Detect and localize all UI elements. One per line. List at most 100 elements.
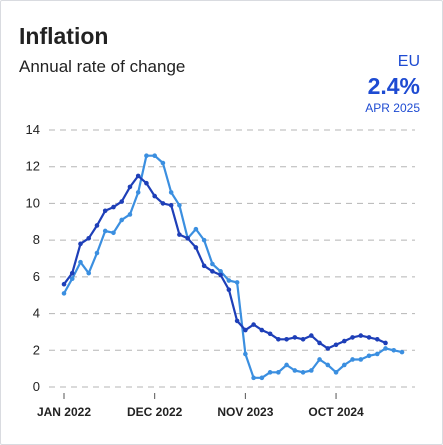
data-point-light <box>111 230 116 236</box>
chart-subtitle: Annual rate of change <box>19 57 186 76</box>
data-point-dark <box>61 281 67 287</box>
data-point-light <box>127 212 133 217</box>
data-point-light <box>366 353 372 359</box>
data-point-dark <box>325 346 331 351</box>
data-point-light <box>119 217 125 223</box>
data-point-dark <box>94 223 100 228</box>
data-point-dark <box>350 335 355 340</box>
data-point-light <box>243 351 248 357</box>
data-point-dark <box>152 193 157 199</box>
data-point-light <box>177 202 182 208</box>
data-point-light <box>86 270 92 276</box>
y-tick-label: 8 <box>33 232 40 247</box>
data-point-light <box>61 291 67 296</box>
data-point-dark <box>276 336 281 342</box>
data-point-dark <box>168 202 174 208</box>
data-point-dark <box>317 340 322 346</box>
data-point-dark <box>218 272 223 278</box>
data-point-dark <box>193 245 199 250</box>
data-point-dark <box>374 336 380 342</box>
x-tick-label: JAN 2022 <box>37 405 91 419</box>
data-point-light <box>144 153 149 158</box>
data-point-light <box>226 278 232 283</box>
data-point-dark <box>234 318 240 324</box>
latest-period: APR 2025 <box>365 101 420 115</box>
data-point-light <box>168 190 174 195</box>
data-point-dark <box>185 236 190 241</box>
data-point-light <box>193 226 199 232</box>
data-point-light <box>78 259 83 265</box>
data-point-light <box>325 362 331 368</box>
data-point-dark <box>341 338 347 344</box>
region-label: EU <box>397 53 420 70</box>
data-point-light <box>309 368 314 373</box>
data-point-light <box>201 237 207 243</box>
data-point-light <box>358 357 364 362</box>
data-point-dark <box>177 232 182 237</box>
data-point-dark <box>86 236 92 241</box>
data-point-light <box>284 362 289 368</box>
data-point-light <box>374 351 380 357</box>
y-tick-label: 10 <box>26 195 40 210</box>
data-point-dark <box>383 340 388 346</box>
data-point-dark <box>358 333 364 338</box>
data-point-light <box>218 269 223 274</box>
data-point-light <box>276 370 281 375</box>
data-point-light <box>102 228 108 234</box>
data-point-dark <box>300 336 306 342</box>
data-point-dark <box>292 335 298 340</box>
x-tick-label: DEC 2022 <box>127 405 183 419</box>
data-point-light <box>292 368 298 373</box>
data-point-dark <box>160 201 166 206</box>
data-point-dark <box>309 333 314 338</box>
data-point-dark <box>78 241 83 247</box>
data-point-light <box>383 346 388 351</box>
data-point-dark <box>366 335 372 340</box>
data-point-dark <box>226 287 232 293</box>
y-tick-label: 12 <box>26 159 40 174</box>
data-point-dark <box>259 327 265 333</box>
data-point-light <box>210 261 215 267</box>
data-point-dark <box>135 173 141 179</box>
data-point-light <box>399 349 405 355</box>
y-tick-label: 4 <box>33 306 40 321</box>
data-point-dark <box>69 270 75 276</box>
data-point-dark <box>210 269 215 274</box>
chart-title: Inflation <box>19 23 109 49</box>
data-point-dark <box>243 327 248 333</box>
series-line-dark <box>63 174 386 350</box>
data-point-light <box>300 370 306 375</box>
data-point-light <box>160 160 166 166</box>
data-point-light <box>152 153 157 158</box>
data-point-dark <box>111 204 116 210</box>
data-point-light <box>234 280 240 285</box>
data-point-dark <box>251 322 256 327</box>
data-point-light <box>251 375 256 381</box>
data-point-light <box>135 190 141 195</box>
data-point-dark <box>284 336 289 342</box>
data-point-light <box>317 357 322 362</box>
data-point-light <box>69 276 75 281</box>
data-point-light <box>94 250 100 256</box>
series-line-light <box>63 154 403 379</box>
data-point-light <box>341 362 347 368</box>
data-point-light <box>391 347 397 353</box>
data-point-dark <box>267 331 273 337</box>
data-point-dark <box>119 199 125 204</box>
latest-value: 2.4% <box>367 73 420 99</box>
data-point-dark <box>201 263 207 269</box>
y-tick-label: 14 <box>26 122 40 137</box>
data-point-dark <box>102 208 108 214</box>
x-tick-label: OCT 2024 <box>308 405 364 419</box>
x-tick-label: NOV 2023 <box>217 405 273 419</box>
data-point-light <box>350 357 355 362</box>
y-tick-label: 0 <box>33 379 40 394</box>
y-tick-label: 6 <box>33 269 40 284</box>
data-point-light <box>259 375 265 381</box>
data-point-dark <box>127 184 133 190</box>
data-point-dark <box>144 180 149 186</box>
data-point-light <box>333 370 339 375</box>
data-point-dark <box>333 342 339 348</box>
